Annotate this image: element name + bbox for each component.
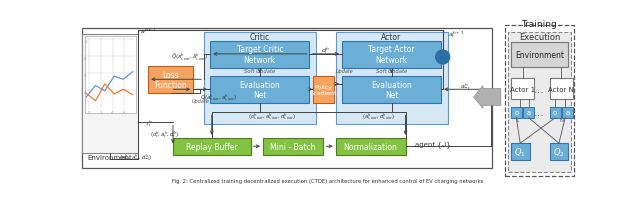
Bar bbox=[550, 144, 568, 160]
Bar bbox=[210, 42, 309, 68]
Text: a: a bbox=[565, 110, 570, 116]
FancyArrow shape bbox=[474, 86, 501, 109]
Text: 1: 1 bbox=[515, 117, 519, 122]
Text: ...: ... bbox=[534, 84, 545, 94]
Text: $Q(a^h_{i,nor},a^h_{i,nor})$: $Q(a^h_{i,nor},a^h_{i,nor})$ bbox=[200, 92, 237, 103]
Text: $a^{h+1}_{t}$: $a^{h+1}_{t}$ bbox=[448, 29, 465, 40]
Bar bbox=[342, 77, 441, 104]
Bar bbox=[511, 43, 568, 68]
Text: Environment: Environment bbox=[515, 51, 564, 60]
Text: $a^h_{-i}$: $a^h_{-i}$ bbox=[460, 81, 470, 91]
Text: 1: 1 bbox=[84, 40, 86, 43]
Bar bbox=[511, 78, 534, 100]
Text: Soft Update: Soft Update bbox=[244, 68, 275, 73]
Text: a: a bbox=[527, 110, 531, 116]
Text: $\hat{Q}(a^h_{i,nor},\hat{a}^h_{i,nor})$: $\hat{Q}(a^h_{i,nor},\hat{a}^h_{i,nor})$ bbox=[171, 52, 208, 62]
Circle shape bbox=[436, 51, 450, 64]
Bar bbox=[84, 37, 136, 114]
Text: Normalization: Normalization bbox=[344, 142, 397, 151]
Bar bbox=[508, 32, 572, 173]
Text: Actor: Actor bbox=[381, 33, 402, 41]
Text: Critic: Critic bbox=[250, 33, 270, 41]
Text: o: o bbox=[553, 110, 557, 116]
Text: $(o^h_t, a^h_t, d^h_t)$: $(o^h_t, a^h_t, d^h_t)$ bbox=[150, 129, 179, 140]
Bar bbox=[524, 108, 534, 118]
Bar bbox=[204, 32, 316, 124]
Text: Mini - Batch: Mini - Batch bbox=[270, 142, 316, 151]
Bar bbox=[83, 35, 138, 153]
Text: 6: 6 bbox=[123, 110, 125, 114]
Text: $Q_2$: $Q_2$ bbox=[553, 146, 565, 158]
Bar bbox=[511, 144, 529, 160]
Text: Replay Buffer: Replay Buffer bbox=[186, 142, 237, 151]
Text: 4: 4 bbox=[84, 90, 86, 94]
Text: Actor 1: Actor 1 bbox=[510, 86, 535, 92]
Bar bbox=[81, 29, 492, 168]
Text: 2: 2 bbox=[84, 56, 87, 60]
Text: N: N bbox=[559, 117, 563, 122]
Text: Evaluation
Net: Evaluation Net bbox=[239, 80, 280, 99]
Text: $d^h_i$: $d^h_i$ bbox=[321, 45, 330, 56]
Text: Environment: Environment bbox=[88, 154, 132, 160]
Text: 0: 0 bbox=[88, 110, 91, 114]
Text: Training: Training bbox=[521, 20, 557, 29]
Bar bbox=[511, 108, 522, 118]
Text: Target Critic
Network: Target Critic Network bbox=[237, 45, 283, 64]
Text: 2: 2 bbox=[100, 110, 102, 114]
Bar bbox=[562, 108, 573, 118]
Text: $a^{h+1}$: $a^{h+1}$ bbox=[140, 26, 157, 35]
Text: $Q_1$: $Q_1$ bbox=[515, 146, 526, 158]
Text: Execution: Execution bbox=[519, 33, 560, 41]
Bar bbox=[336, 32, 448, 124]
Text: Target Actor
Network: Target Actor Network bbox=[368, 45, 415, 64]
Bar bbox=[505, 26, 573, 176]
Text: Update: Update bbox=[191, 99, 209, 104]
Text: Update: Update bbox=[336, 68, 353, 73]
Bar bbox=[550, 108, 561, 118]
Bar bbox=[263, 138, 323, 155]
Bar bbox=[173, 138, 250, 155]
Text: Fig. 2: Centralized training decentralized execution (CTDE) architecture for enh: Fig. 2: Centralized training decentraliz… bbox=[172, 178, 484, 183]
Text: $(a^h_{-i}, a^h_{-i}, d^h_{-i})$: $(a^h_{-i}, a^h_{-i}, d^h_{-i})$ bbox=[119, 151, 152, 162]
Bar bbox=[342, 42, 441, 68]
Text: agent {-i}: agent {-i} bbox=[415, 140, 451, 147]
Bar bbox=[148, 67, 193, 94]
Text: 4: 4 bbox=[111, 110, 114, 114]
Text: 3: 3 bbox=[84, 73, 87, 77]
Text: $(o^h_{i,nor}, a^h_{i,nor}, d^h_{i,nor})$: $(o^h_{i,nor}, a^h_{i,nor}, d^h_{i,nor})… bbox=[248, 112, 296, 122]
Text: $(a^h_{i,nor}, d^h_{i,nor})$: $(a^h_{i,nor}, d^h_{i,nor})$ bbox=[362, 112, 395, 122]
Text: Soft Update: Soft Update bbox=[376, 68, 407, 73]
Bar bbox=[550, 78, 573, 100]
Text: ...: ... bbox=[534, 108, 545, 118]
Text: o: o bbox=[514, 110, 518, 116]
Bar bbox=[210, 77, 309, 104]
Bar bbox=[336, 138, 406, 155]
Text: Evaluation
Net: Evaluation Net bbox=[371, 80, 412, 99]
Text: Loss
Function: Loss Function bbox=[154, 70, 187, 90]
Text: Policy
Gradient: Policy Gradient bbox=[310, 84, 337, 95]
Text: $r^h_i$: $r^h_i$ bbox=[146, 117, 154, 128]
Bar bbox=[312, 77, 334, 104]
Text: Actor N: Actor N bbox=[548, 86, 574, 92]
